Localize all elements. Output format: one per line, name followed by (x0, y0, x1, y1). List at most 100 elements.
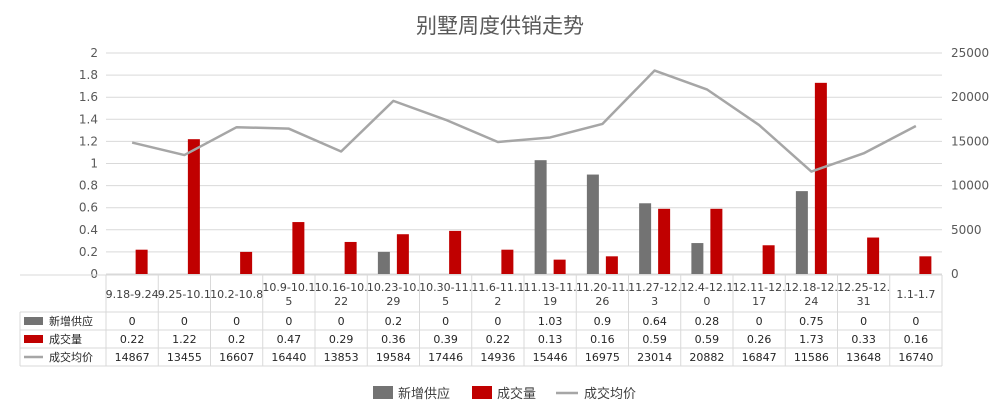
table-cell: 20882 (689, 351, 724, 364)
table-cell: 0.59 (642, 333, 667, 346)
y-right-tick-label: 0 (951, 267, 959, 281)
x-category-label: 0 (703, 295, 710, 308)
x-category-label: 31 (857, 295, 871, 308)
data-table (19, 275, 943, 366)
table-cell: 16975 (585, 351, 620, 364)
bar-sales (867, 237, 880, 274)
y-right-tick-label: 20000 (951, 90, 989, 104)
x-category-label: 1.1-1.7 (896, 288, 935, 301)
y-right-tick-label: 10000 (951, 179, 989, 193)
bar-sales (658, 208, 671, 274)
x-category-label: 5 (442, 295, 449, 308)
chart-title: 别墅周度供销走势 (416, 14, 584, 38)
bar-supply (377, 251, 390, 274)
x-category-label: 11.27-12. (628, 281, 681, 294)
x-category-label: 11.13-11. (524, 281, 577, 294)
table-legend-key (24, 335, 43, 343)
x-category-label: 11.20-11. (576, 281, 629, 294)
y-left-tick-label: 0.8 (79, 179, 98, 193)
y-left-tick-label: 1.4 (79, 112, 98, 126)
bar-supply (534, 160, 547, 274)
table-cell: 0 (181, 315, 188, 328)
table-cell: 0.47 (277, 333, 302, 346)
table-cell: 0 (860, 315, 867, 328)
x-category-label: 2 (494, 295, 501, 308)
table-cell: 16847 (742, 351, 777, 364)
legend-label: 成交量 (497, 386, 536, 402)
x-category-label: 12.18-12. (785, 281, 838, 294)
table-cell: 0.36 (381, 333, 406, 346)
y-left-tick-label: 0.6 (79, 201, 98, 215)
x-category-label: 10.23-10. (367, 281, 420, 294)
bar-sales (240, 251, 253, 274)
table-cell: 1.03 (538, 315, 563, 328)
table-cell: 0.28 (695, 315, 720, 328)
bar-sales (135, 249, 148, 274)
y-left-tick-label: 0.2 (79, 245, 98, 259)
table-cell: 13455 (167, 351, 202, 364)
table-cell: 13853 (324, 351, 359, 364)
table-legend-key (24, 317, 43, 325)
bar-sales (553, 259, 566, 274)
bar-sales (605, 256, 618, 274)
legend-key (373, 386, 393, 399)
bar-sales (710, 208, 723, 274)
bar-sales (187, 139, 200, 274)
x-category-label: 3 (651, 295, 658, 308)
table-cell: 0 (756, 315, 763, 328)
table-cell: 15446 (533, 351, 568, 364)
table-cell: 16740 (898, 351, 933, 364)
x-category-label: 9.25-10.1 (158, 288, 211, 301)
x-category-label: 17 (752, 295, 766, 308)
x-category-label: 10.2-10.8 (210, 288, 263, 301)
x-category-label: 10.9-10.1 (262, 281, 315, 294)
table-cell: 0.16 (904, 333, 929, 346)
legend-label: 新增供应 (398, 386, 450, 402)
table-cell: 0 (129, 315, 136, 328)
x-category-label: 12.25-12. (837, 281, 890, 294)
table-cell: 0 (233, 315, 240, 328)
table-cell: 11586 (794, 351, 829, 364)
table-cell: 0.64 (642, 315, 667, 328)
table-cell: 0.9 (594, 315, 612, 328)
table-cell: 0.22 (120, 333, 145, 346)
x-category-label: 22 (334, 295, 348, 308)
bar-supply (691, 243, 704, 274)
table-cell: 0 (494, 315, 501, 328)
bar-sales (919, 256, 932, 274)
table-cell: 1.73 (799, 333, 824, 346)
table-cell: 16607 (219, 351, 254, 364)
table-cell: 0.26 (747, 333, 772, 346)
y-left-tick-label: 0 (90, 267, 98, 281)
table-row-label: 成交量 (49, 332, 82, 346)
table-cell: 0 (912, 315, 919, 328)
x-category-label: 24 (804, 295, 818, 308)
bar-sales (762, 245, 775, 274)
x-category-label: 29 (386, 295, 400, 308)
y-right-tick-label: 5000 (951, 223, 982, 237)
table-cell: 0.22 (486, 333, 511, 346)
y-left-tick-label: 1 (90, 157, 98, 171)
table-cell: 0.39 (433, 333, 458, 346)
table-cell: 0.16 (590, 333, 615, 346)
bar-sales (344, 241, 357, 274)
x-category-label: 11.6-11.1 (471, 281, 524, 294)
table-cell: 13648 (846, 351, 881, 364)
bar-sales (501, 249, 514, 274)
bar-supply (586, 174, 599, 274)
table-cell: 0 (285, 315, 292, 328)
y-left-tick-label: 2 (90, 46, 98, 60)
table-cell: 0.75 (799, 315, 824, 328)
x-category-label: 12.11-12. (733, 281, 786, 294)
bar-sales (292, 222, 305, 274)
x-category-label: 12.4-12.1 (680, 281, 733, 294)
table-cell: 0.33 (851, 333, 876, 346)
table-cell: 0.2 (228, 333, 246, 346)
table-cell: 23014 (637, 351, 672, 364)
y-left-tick-label: 1.8 (79, 68, 98, 82)
table-cell: 0.29 (329, 333, 354, 346)
table-cell: 14867 (115, 351, 150, 364)
table-row-label: 新增供应 (49, 314, 93, 328)
bar-supply (795, 191, 808, 274)
